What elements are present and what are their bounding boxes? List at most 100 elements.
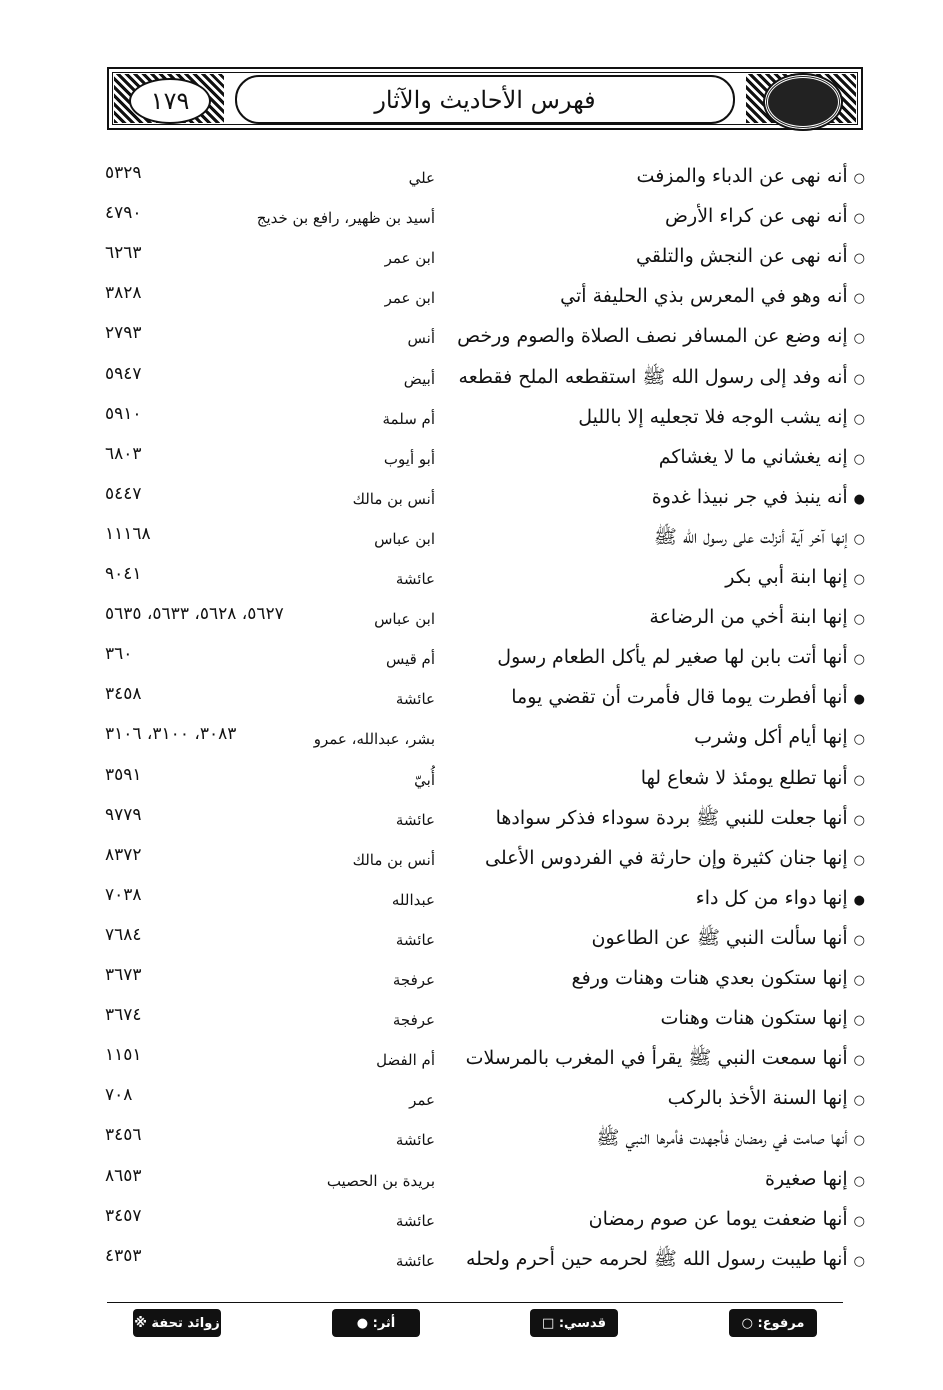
hadith-incipit: أنها أفطرت يوما قال فأمرت أن تقضي يوما [511,686,848,709]
hadith-incipit: أنه نهى عن كراء الأرض [665,205,848,228]
narrator: عائشة [395,810,435,829]
type-marker-icon: ● [853,692,865,708]
hadith-incipit: إنها السنة الأخذ بالركب [667,1087,848,1110]
type-marker-icon: ○ [853,171,865,186]
title-banner: فهرس الأحاديث والآثار [235,75,735,124]
hadith-text: ○ أنه وفد إلى رسول الله ﷺ استقطعه الملح ف… [459,357,865,400]
reference-numbers: ٥٩١٠ [105,403,142,424]
reference-numbers: ٣٤٥٦ [105,1125,142,1146]
hadith-text: ○ إنها ابنة أخي من الرضاعة [649,597,865,640]
narrator: عائشة [395,570,435,588]
reference-numbers: ٣٨٢٨ [105,283,142,304]
index-entry: ○ إنها السنة الأخذ بالركب عمر ٧٠٨ [0,1078,943,1118]
reference-numbers: ٣٥٩١ [105,764,142,785]
narrator: ابن عمر [384,289,435,308]
narrator: أنس [407,329,435,348]
hadith-text: ○ أنها تطلع يومئذ لا شعاع لها [641,758,865,801]
type-marker-icon: ○ [853,932,865,948]
hadith-text: ○ أنه وهو في المعرس بذي الحليفة أتي [560,276,865,319]
hadith-text: ○ إنها آخر آية أنزلت على رسول الله ﷺ [654,517,865,560]
hadith-text: ○ إنها صغيرة [765,1159,865,1202]
type-marker-icon: ○ [853,1133,865,1149]
hadith-incipit: إنها ستكون هنات وهنات [660,1007,848,1030]
narrator: عائشة [395,1211,435,1230]
index-entry: ○ إنها ستكون هنات وهنات عرفجة ٣٦٧٤ [0,998,943,1038]
narrator: عائشة [395,1251,435,1270]
legend-athar: أثر: ● [332,1309,420,1337]
index-entry: ○ أنه نهى عن النجش والتلقي ابن عمر ٦٢٦٣ [0,236,943,276]
hadith-incipit: إنها دواء من كل داء [695,886,848,909]
hadith-incipit: أنها سمعت النبي ﷺ يقرأ في المغرب بالمرسل… [465,1047,848,1070]
type-marker-icon: ● [853,491,865,507]
hadith-text: ○ أنها سمعت النبي ﷺ يقرأ في المغرب بالمرس… [466,1038,865,1081]
type-marker-icon: ○ [853,1013,865,1029]
type-marker-icon: ○ [853,291,865,307]
index-entry: ○ أنها صامت في رمضان فأجهدت فأمرها النبي … [0,1118,943,1158]
type-marker-icon: ○ [853,371,865,387]
index-entry: ○ إنها ستكون بعدي هنات وهنات ورفع عرفجة ٣٦٧… [0,958,943,998]
narrator: بريدة بن الحصيب [326,1171,435,1190]
reference-numbers: ٣٦٧٤ [105,1005,142,1026]
hadith-text: ○ أنها طيبت رسول الله ﷺ لحرمه حين أحرم ول… [466,1239,865,1282]
index-entry: ○ إنها أيام أكل وشرب بشر، عبدالله، عمرو ٣٠٨… [0,717,943,757]
index-entry: ● أنها أفطرت يوما قال فأمرت أن تقضي يوما ع… [0,677,943,717]
page-header: ١٧٩ فهرس الأحاديث والآثار [107,67,863,131]
hadith-text: ○ أنه نهى عن الدباء والمزفت [637,156,865,199]
hadith-incipit: أنها جعلت للنبي ﷺ بردة سوداء فذكر سوادها [495,806,848,829]
narrator: أسيد بن ظهير، رافع بن خديج [256,209,435,228]
narrator: أنس بن مالك [352,850,435,869]
type-marker-icon: ○ [853,1093,865,1109]
index-entry: ○ أنها تطلع يومئذ لا شعاع لها أُبيّ ٣٥٩١ [0,758,943,798]
narrator: عائشة [395,690,435,709]
narrator: أم سلمة [382,409,435,428]
type-marker-icon: ○ [853,211,865,227]
hadith-text: ○ إنه وضع عن المسافر نصف الصلاة والصوم ور… [457,316,865,359]
type-marker-icon: ○ [853,973,865,988]
index-entry: ○ إنها ابنة أبي بكر عائشة ٩٠٤١ [0,557,943,597]
reference-numbers: ٤٧٩٠ [105,203,142,224]
hadith-text: ○ أنه نهى عن كراء الأرض [665,196,865,239]
type-marker-icon: ○ [853,852,865,868]
hadith-incipit: أنها طيبت رسول الله ﷺ لحرمه حين أحرم ولح… [465,1247,848,1270]
narrator: ابن عمر [384,249,435,268]
reference-numbers: ٦٨٠٣ [105,443,142,464]
reference-numbers: ٣٤٥٨ [105,684,142,705]
hadith-incipit: أنها صامت في رمضان فأجهدت فأمرها النبي ﷺ [596,1127,848,1150]
narrator: عائشة [395,930,435,949]
hadith-incipit: إنها ابنة أخي من الرضاعة [649,606,848,629]
reference-numbers: ٧٦٨٤ [105,924,142,945]
hadith-text: ○ إنه يشب الوجه فلا تجعليه إلا بالليل [578,397,865,440]
hadith-incipit: إنها ستكون بعدي هنات وهنات ورفع [571,967,848,989]
hadith-incipit: أنه وفد إلى رسول الله ﷺ استقطعه الملح فق… [458,365,848,388]
reference-numbers: ٣٦٧٣ [105,965,142,985]
narrator: أبيض [403,369,435,388]
hadith-text: ○ إنها ابنة أبي بكر [725,557,865,600]
index-entry: ○ أنها سألت النبي ﷺ عن الطاعون عائشة ٧٦٨٤ [0,918,943,958]
hadith-text: ● إنها دواء من كل داء [696,878,865,921]
type-marker-icon: ○ [853,411,865,427]
reference-numbers: ٩٠٤١ [105,564,142,584]
index-entry: ○ إنه يشب الوجه فلا تجعليه إلا بالليل أم س… [0,397,943,437]
hadith-text: ○ أنها ضعفت يوما عن صوم رمضان [589,1199,865,1242]
narrator: أنس بن مالك [352,489,435,508]
hadith-text: ○ إنها أيام أكل وشرب [694,717,865,760]
type-marker-icon: ○ [853,1173,865,1189]
narrator: عرفجة [392,971,435,989]
hadith-text: ○ إنها ستكون بعدي هنات وهنات ورفع [572,958,865,1001]
reference-numbers: ٥٤٤٧ [105,483,142,504]
type-marker-icon: ○ [853,1213,865,1229]
narrator: أم الفضل [376,1051,435,1070]
type-marker-icon: ○ [853,732,865,748]
hadith-incipit: إنها صغيرة [765,1167,848,1190]
narrator: علي [408,169,435,187]
reference-numbers: ٦٢٦٣ [105,243,142,264]
hadith-incipit: أنه ينبذ في جر نبيذا غدوة [651,485,848,508]
hadith-text: ○ أنها جعلت للنبي ﷺ بردة سوداء فذكر سواده… [496,798,865,841]
reference-numbers: ٨٦٥٣ [105,1165,142,1186]
index-entry: ○ أنه وفد إلى رسول الله ﷺ استقطعه الملح ف… [0,357,943,397]
index-entry: ○ أنها أتت بابن لها صغير لم يأكل الطعام ر… [0,637,943,677]
index-entry: ○ أنه نهى عن كراء الأرض أسيد بن ظهير، رافع… [0,196,943,236]
hadith-text: ○ أنها أتت بابن لها صغير لم يأكل الطعام ر… [497,637,865,680]
publisher-logo [763,73,843,131]
hadith-incipit: إنها جنان كثيرة وإن حارثة في الفردوس الأ… [485,846,848,869]
